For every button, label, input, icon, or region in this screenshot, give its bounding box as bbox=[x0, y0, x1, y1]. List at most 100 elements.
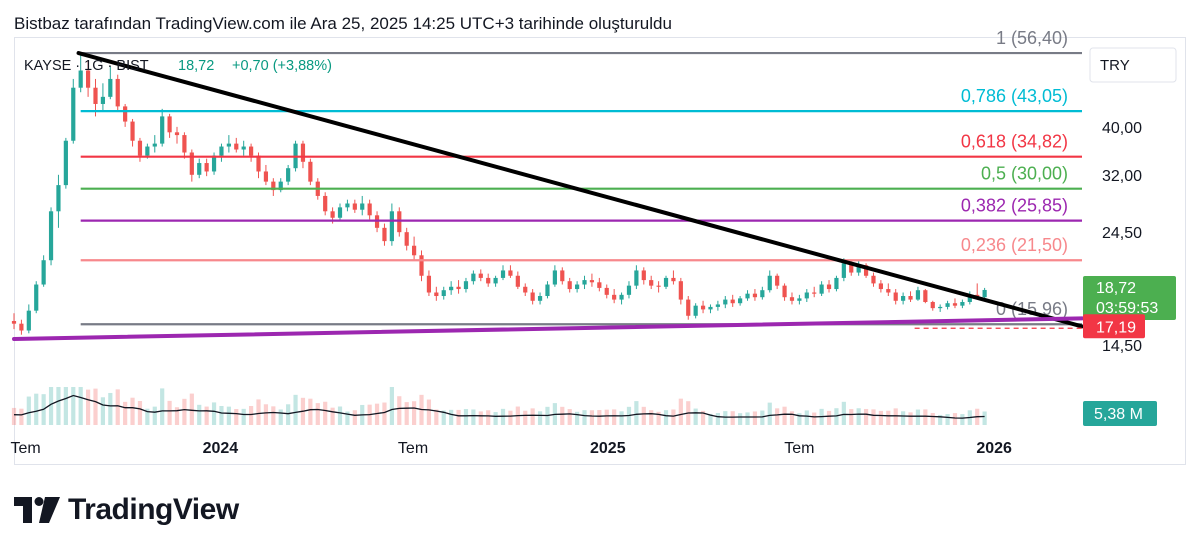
candle-body bbox=[575, 284, 580, 290]
time-axis[interactable]: Tem 2024 Tem 2025 Tem 2026 bbox=[11, 440, 1013, 457]
candle-body bbox=[337, 207, 343, 218]
volume-bar bbox=[471, 409, 476, 425]
currency-label: TRY bbox=[1100, 57, 1130, 74]
volume-bar bbox=[678, 398, 683, 425]
candle-body bbox=[197, 163, 202, 175]
volume-bar bbox=[982, 411, 987, 425]
candle-body bbox=[560, 270, 565, 282]
volume-bar bbox=[878, 410, 883, 425]
volume-bar bbox=[575, 411, 580, 425]
volume-bar bbox=[219, 406, 224, 425]
candle-body bbox=[286, 168, 291, 182]
volume-bar bbox=[812, 412, 817, 425]
candle-body bbox=[523, 286, 528, 293]
candle-body bbox=[500, 270, 506, 278]
candle-body bbox=[545, 284, 550, 297]
volume-bar bbox=[567, 409, 572, 425]
volume-bar bbox=[945, 414, 950, 425]
candle-body bbox=[56, 185, 61, 212]
tradingview-logo-icon bbox=[14, 497, 60, 523]
volume-bar bbox=[397, 396, 402, 425]
price-axis-tick: 40,00 bbox=[1102, 120, 1142, 137]
volume-bar bbox=[78, 387, 83, 425]
candle-body bbox=[589, 280, 595, 283]
volume-bar bbox=[834, 408, 839, 425]
price-chart[interactable]: 1 (56,40) 0,786 (43,05) 0,618 (34,82) 0,5 (… bbox=[0, 0, 1200, 470]
volume-bar bbox=[160, 388, 165, 425]
volume-moving-average-line bbox=[13, 394, 985, 419]
candle-body bbox=[449, 286, 454, 291]
ascending-support-line[interactable] bbox=[12, 316, 1084, 341]
volume-bar bbox=[93, 388, 98, 425]
candle-body bbox=[826, 284, 832, 290]
volume-bar bbox=[456, 409, 461, 425]
candle-body bbox=[871, 275, 876, 284]
candle-body bbox=[278, 181, 283, 191]
price-axis[interactable]: 40,00 32,00 24,50 14,50 bbox=[1102, 120, 1142, 355]
fibonacci-levels[interactable]: 1 (56,40) 0,786 (43,05) 0,618 (34,82) 0,5 (… bbox=[80, 28, 1082, 326]
fib-level-label: 0,786 (43,05) bbox=[961, 86, 1068, 106]
volume-bar bbox=[537, 411, 543, 425]
candle-body bbox=[382, 227, 387, 242]
volume-bar bbox=[886, 410, 891, 425]
volume-bar bbox=[693, 408, 698, 425]
candle-body bbox=[693, 305, 698, 316]
volume-bar bbox=[523, 410, 528, 425]
candle-body bbox=[708, 306, 713, 310]
volume-bar bbox=[278, 409, 283, 425]
candle-body bbox=[952, 303, 958, 306]
time-axis-tick: Tem bbox=[11, 440, 41, 457]
volume-bar bbox=[189, 393, 194, 425]
candle-body bbox=[901, 296, 906, 301]
candle-body bbox=[626, 285, 632, 295]
symbol-name[interactable]: KAYSE · 1G · BIST bbox=[24, 58, 149, 74]
candle-body bbox=[249, 146, 254, 156]
candle-body bbox=[478, 273, 483, 278]
volume-bar bbox=[745, 412, 750, 425]
volume-bar bbox=[952, 413, 958, 425]
candle-body bbox=[71, 87, 76, 141]
time-axis-tick: 2024 bbox=[203, 440, 239, 457]
volume-bar bbox=[449, 409, 454, 425]
volume-bar bbox=[204, 406, 209, 425]
candle-body bbox=[886, 289, 891, 293]
candle-body bbox=[471, 273, 476, 282]
candle-body bbox=[893, 292, 898, 301]
volume-bar bbox=[197, 404, 202, 425]
volume-bar bbox=[63, 387, 68, 425]
currency-button[interactable] bbox=[1089, 47, 1177, 83]
volume-bar bbox=[641, 406, 646, 425]
candle-body bbox=[930, 301, 935, 309]
candle-body bbox=[412, 245, 417, 256]
descending-trendline[interactable] bbox=[76, 51, 1084, 329]
candle-body bbox=[841, 263, 846, 278]
candle-body bbox=[300, 143, 306, 162]
volume-bar bbox=[493, 412, 498, 425]
volume-bar bbox=[374, 403, 380, 425]
chart-frame bbox=[14, 37, 1186, 465]
candle-body bbox=[908, 296, 913, 300]
candle-body bbox=[93, 87, 98, 104]
volume-bar bbox=[152, 406, 157, 425]
candle-body bbox=[812, 292, 817, 294]
price-marker-value: 17,19 bbox=[1096, 319, 1136, 336]
volume-bar bbox=[130, 397, 135, 425]
candle-body bbox=[760, 290, 765, 298]
candle-body bbox=[834, 277, 839, 290]
candle-body bbox=[775, 275, 780, 286]
tradingview-logo[interactable]: TradingView bbox=[14, 493, 239, 527]
volume-bar bbox=[856, 408, 861, 425]
fib-level-label: 0,236 (21,50) bbox=[961, 235, 1068, 255]
volume-bar bbox=[789, 411, 795, 425]
candle-body bbox=[182, 135, 187, 153]
candle-body bbox=[160, 116, 165, 144]
candle-body bbox=[863, 265, 869, 276]
volume-bar bbox=[530, 408, 535, 425]
volume-bar bbox=[508, 410, 513, 425]
fib-level-label: 0,382 (25,85) bbox=[961, 196, 1068, 216]
candle-body bbox=[463, 281, 469, 290]
volume-bar bbox=[308, 398, 313, 425]
price-axis-tick: 14,50 bbox=[1102, 338, 1142, 355]
volume-bar bbox=[182, 398, 187, 425]
candle-body bbox=[856, 265, 861, 273]
